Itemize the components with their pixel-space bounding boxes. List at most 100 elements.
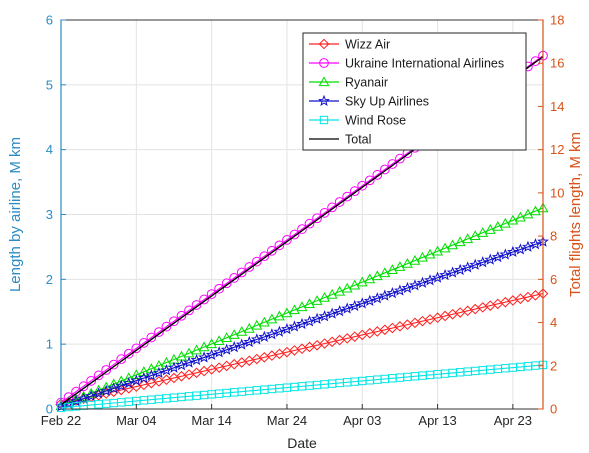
- data-point: [394, 261, 406, 271]
- data-point: [333, 304, 346, 317]
- data-point: [145, 369, 158, 381]
- data-point: [432, 245, 444, 256]
- data-point: [401, 258, 413, 268]
- data-point: [228, 329, 240, 339]
- data-point: [130, 374, 143, 386]
- data-point: [356, 297, 369, 309]
- data-point: [85, 387, 97, 398]
- data-point: [198, 351, 211, 363]
- data-point: [115, 375, 127, 386]
- data-point: [319, 291, 331, 302]
- data-point: [152, 366, 165, 378]
- data-point: [251, 319, 263, 330]
- data-point: [183, 356, 195, 368]
- data-point: [395, 153, 405, 164]
- data-point: [108, 359, 119, 370]
- data-point: [206, 338, 218, 349]
- data-point: [214, 283, 225, 294]
- data-point: [409, 279, 421, 291]
- data-point: [499, 248, 512, 260]
- data-point: [236, 325, 248, 336]
- legend-marker: [318, 76, 330, 87]
- data-point: [462, 233, 474, 244]
- data-point: [484, 224, 496, 234]
- data-point: [387, 159, 398, 169]
- data-point: [161, 321, 172, 332]
- data-point: [221, 332, 233, 342]
- data-point: [349, 186, 360, 197]
- data-point: [107, 382, 120, 394]
- data-point: [191, 300, 202, 310]
- x-tick-label: Mar 14: [191, 413, 231, 428]
- data-point: [319, 207, 330, 218]
- data-point: [304, 298, 315, 308]
- data-point: [281, 307, 293, 318]
- legend-marker: [319, 58, 329, 68]
- data-point: [484, 253, 497, 265]
- data-point: [372, 170, 383, 180]
- data-point: [236, 267, 247, 278]
- series-sky-up-airlines: [55, 235, 549, 412]
- data-point: [78, 381, 89, 392]
- data-point: [184, 305, 194, 316]
- data-point: [250, 333, 263, 345]
- axes: Feb 22 Mar 04 Mar 14 Mar 24 Apr 03 Apr 13 Apr …: [41, 13, 565, 429]
- data-point: [123, 372, 135, 383]
- data-point: [386, 286, 399, 299]
- y-tick-label-left: 6: [46, 13, 53, 28]
- data-point: [522, 240, 534, 252]
- y-tick-label-left: 5: [46, 77, 53, 92]
- data-point: [265, 328, 278, 340]
- data-point: [266, 313, 278, 324]
- series-line: [60, 293, 544, 405]
- data-point: [131, 343, 142, 354]
- x-axis-label: Date: [287, 435, 317, 451]
- data-point: [289, 229, 300, 240]
- data-point: [371, 292, 384, 304]
- data-point: [530, 205, 541, 216]
- data-point: [115, 379, 128, 391]
- data-point: [356, 276, 368, 287]
- data-point: [303, 315, 316, 327]
- data-point: [476, 256, 489, 268]
- y-tick-label-right: 16: [550, 56, 564, 71]
- data-point: [281, 322, 293, 335]
- data-point: [229, 272, 240, 283]
- data-point: [477, 227, 489, 237]
- data-point: [191, 344, 203, 355]
- data-point: [243, 322, 255, 333]
- data-point: [416, 276, 429, 288]
- data-point: [198, 341, 210, 352]
- y-tick-label-right: 14: [550, 99, 564, 114]
- data-point: [371, 270, 383, 281]
- x-tick-label: Mar 04: [116, 413, 156, 428]
- legend-marker: [318, 94, 330, 107]
- data-point: [469, 258, 482, 270]
- data-point: [529, 238, 542, 250]
- data-point: [138, 366, 150, 376]
- data-point: [401, 281, 414, 294]
- data-point: [431, 271, 444, 283]
- data-point: [297, 224, 307, 234]
- x-tick-label: Apr 03: [343, 413, 381, 428]
- data-point: [267, 245, 277, 256]
- y-tick-label-right: 2: [550, 358, 557, 373]
- data-point: [138, 338, 149, 348]
- data-point: [379, 267, 391, 278]
- data-point: [251, 256, 262, 267]
- data-point: [327, 202, 337, 213]
- data-point: [220, 343, 233, 355]
- legend-label: Sky Up Airlines: [345, 95, 429, 109]
- legend-label: Ukraine International Airlines: [345, 57, 504, 71]
- data-point: [116, 354, 127, 365]
- data-point: [342, 191, 353, 202]
- data-point: [206, 289, 217, 299]
- data-point: [469, 230, 481, 241]
- data-point: [311, 312, 323, 324]
- data-point: [86, 375, 96, 386]
- data-point: [70, 395, 82, 407]
- data-point: [199, 294, 209, 305]
- series-ryanair: [55, 202, 549, 410]
- data-point: [205, 348, 218, 360]
- y-tick-label-right: 10: [550, 185, 564, 200]
